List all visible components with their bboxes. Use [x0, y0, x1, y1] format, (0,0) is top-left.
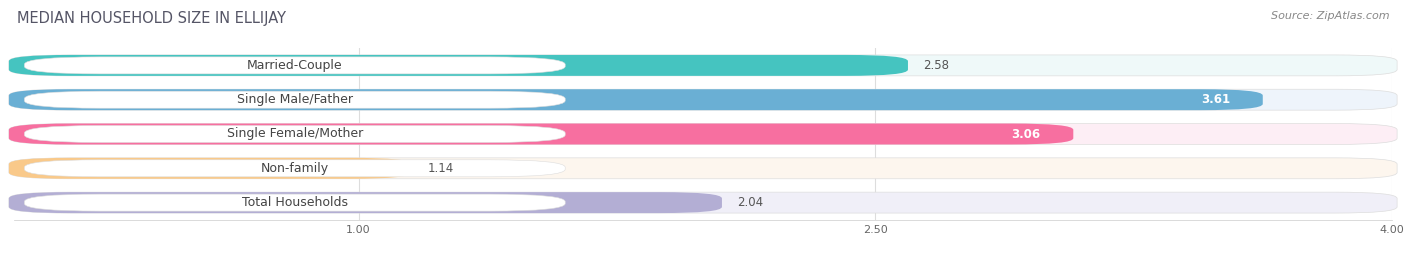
Text: Single Female/Mother: Single Female/Mother: [226, 128, 363, 140]
Text: 1.14: 1.14: [427, 162, 454, 175]
FancyBboxPatch shape: [8, 55, 1398, 76]
Text: Non-family: Non-family: [260, 162, 329, 175]
Text: 2.04: 2.04: [738, 196, 763, 209]
FancyBboxPatch shape: [8, 192, 721, 213]
Text: MEDIAN HOUSEHOLD SIZE IN ELLIJAY: MEDIAN HOUSEHOLD SIZE IN ELLIJAY: [17, 11, 285, 26]
FancyBboxPatch shape: [24, 91, 565, 108]
FancyBboxPatch shape: [8, 192, 1398, 213]
FancyBboxPatch shape: [8, 158, 1398, 179]
Text: Total Households: Total Households: [242, 196, 347, 209]
FancyBboxPatch shape: [8, 158, 412, 179]
FancyBboxPatch shape: [24, 160, 565, 177]
FancyBboxPatch shape: [8, 89, 1263, 110]
Text: Single Male/Father: Single Male/Father: [236, 93, 353, 106]
FancyBboxPatch shape: [8, 124, 1398, 144]
Text: Married-Couple: Married-Couple: [247, 59, 343, 72]
Text: 3.06: 3.06: [1011, 128, 1040, 140]
Text: Source: ZipAtlas.com: Source: ZipAtlas.com: [1271, 11, 1389, 21]
FancyBboxPatch shape: [24, 57, 565, 74]
Text: 3.61: 3.61: [1201, 93, 1230, 106]
Text: 2.58: 2.58: [924, 59, 949, 72]
FancyBboxPatch shape: [24, 194, 565, 211]
FancyBboxPatch shape: [24, 125, 565, 143]
FancyBboxPatch shape: [8, 124, 1073, 144]
FancyBboxPatch shape: [8, 55, 908, 76]
FancyBboxPatch shape: [8, 89, 1398, 110]
